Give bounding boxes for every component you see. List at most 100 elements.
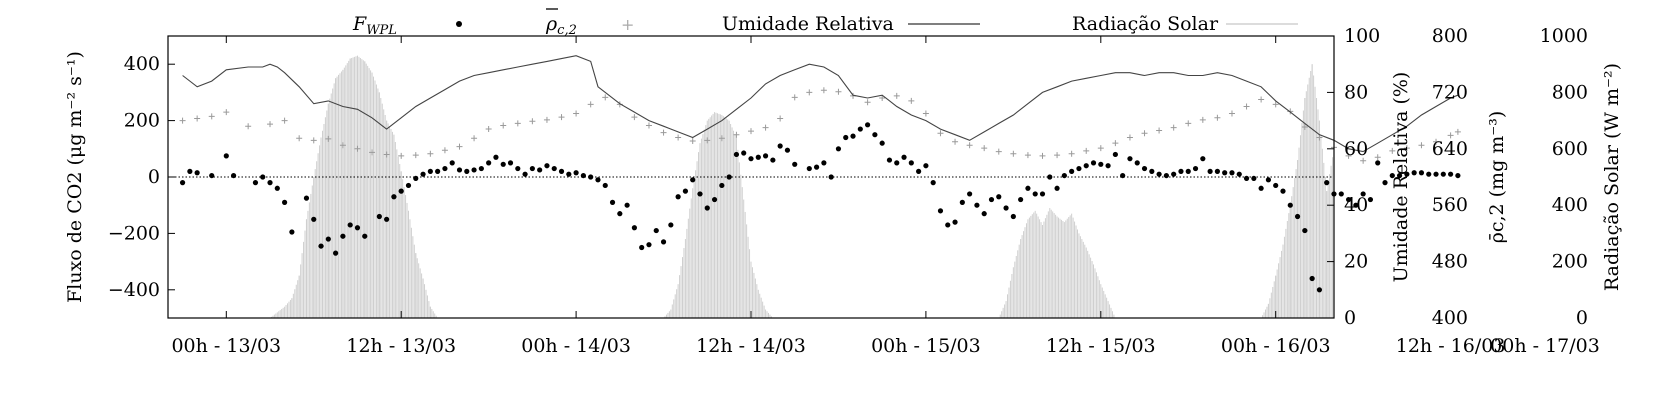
fwpl-point <box>916 168 922 174</box>
fwpl-point <box>1200 156 1206 162</box>
rho-point <box>1185 120 1192 127</box>
fwpl-point <box>449 160 455 166</box>
rho-point <box>879 95 886 102</box>
fwpl-point <box>624 202 630 208</box>
fwpl-point <box>289 229 295 235</box>
rho-point <box>296 135 303 142</box>
rad-tick-label: 200 <box>1552 251 1588 273</box>
fwpl-point <box>566 171 572 177</box>
fwpl-point <box>697 191 703 197</box>
fwpl-point <box>1098 161 1104 167</box>
fwpl-point <box>1039 191 1046 197</box>
rho-point <box>245 123 252 130</box>
fwpl-point <box>1251 175 1257 182</box>
fwpl-point <box>930 180 936 186</box>
fwpl-point <box>318 243 324 249</box>
rho-point <box>660 129 667 136</box>
fwpl-point <box>442 165 448 172</box>
rho-point <box>645 122 652 129</box>
fwpl-point <box>821 160 827 166</box>
plot-series <box>179 55 1461 293</box>
fwpl-point <box>1083 163 1089 169</box>
fwpl-point <box>755 154 761 160</box>
rho-point <box>966 142 973 149</box>
fwpl-point <box>996 194 1002 200</box>
rho-tick-label: 400 <box>1432 307 1468 329</box>
fwpl-point <box>274 185 280 191</box>
fwpl-point <box>340 233 346 239</box>
rho-point <box>1389 147 1396 154</box>
fwpl-point <box>733 151 740 158</box>
ur-axis-title: Umidade Relativa (%) <box>1390 72 1412 283</box>
fwpl-point <box>1105 163 1111 169</box>
rho-point <box>718 135 725 142</box>
fwpl-point <box>1090 160 1097 166</box>
x-tick-label: 00h - 15/03 <box>871 335 981 357</box>
fwpl-point <box>384 216 390 222</box>
fwpl-point <box>1134 160 1140 166</box>
rho-point <box>398 152 405 159</box>
x-tick-label: 12h - 15/03 <box>1046 335 1156 357</box>
rho-point <box>937 130 944 137</box>
rho-point <box>820 87 827 94</box>
fwpl-point <box>1345 196 1352 203</box>
fwpl-point <box>981 211 987 217</box>
rho-point <box>733 131 740 138</box>
rho-point <box>952 138 959 145</box>
fwpl-point <box>886 157 893 163</box>
rho-point <box>179 117 186 124</box>
fwpl-point <box>267 180 273 186</box>
legend-label-fwpl: FWPL <box>352 13 397 38</box>
fwpl-point <box>1025 185 1031 191</box>
fwpl-point <box>952 219 958 225</box>
fwpl-point <box>1222 170 1228 176</box>
rho-point <box>1243 103 1250 110</box>
legend: FWPL ρc,2 + Umidade Relativa Radiação So… <box>352 8 1298 38</box>
legend-swatch-fwpl <box>456 21 462 27</box>
fwpl-point <box>493 154 499 160</box>
rho-tick-label: 640 <box>1432 138 1468 160</box>
fwpl-point <box>595 177 601 183</box>
rho-point <box>1272 101 1279 108</box>
radiation-bars <box>270 55 1335 318</box>
fwpl-point <box>835 146 842 152</box>
fwpl-point <box>1141 165 1148 172</box>
fwpl-point <box>333 250 339 256</box>
left-tick-label: 200 <box>124 110 160 132</box>
legend-label-rad: Radiação Solar <box>1072 13 1219 35</box>
rad-tick-label: 1000 <box>1540 25 1588 47</box>
fwpl-point <box>901 154 907 160</box>
fwpl-point <box>537 167 543 173</box>
rho-point <box>1068 150 1075 157</box>
fwpl-point <box>690 177 696 183</box>
fwpl-point <box>609 199 616 205</box>
fwpl-point <box>1324 180 1330 186</box>
fwpl-point <box>719 182 725 189</box>
fwpl-point <box>850 133 856 139</box>
fwpl-point <box>1426 171 1432 177</box>
fwpl-point <box>945 222 951 228</box>
fwpl-point <box>1294 213 1301 220</box>
rho-point <box>762 124 769 131</box>
fwpl-point <box>478 165 484 172</box>
rho-axis-title: ρ̄c,2 (mg m⁻³) <box>1486 111 1508 244</box>
x-tick-label: 00h - 13/03 <box>171 335 281 357</box>
fwpl-point <box>1418 170 1425 176</box>
rho-point <box>558 114 565 121</box>
fwpl-point <box>303 195 310 201</box>
fwpl-point <box>770 157 776 163</box>
left-tick-label: −200 <box>108 222 160 244</box>
fwpl-point <box>908 160 914 166</box>
fwpl-point <box>1280 188 1286 194</box>
fwpl-point <box>413 175 419 182</box>
rho-point <box>1054 152 1061 159</box>
x-tick-label: 12h - 13/03 <box>346 335 456 357</box>
fwpl-point <box>967 191 973 197</box>
fwpl-point <box>1171 171 1177 177</box>
fwpl-point <box>1120 172 1126 179</box>
fwpl-point <box>1178 168 1184 174</box>
ur-tick-label: 100 <box>1344 25 1380 47</box>
rho-point <box>194 115 201 122</box>
fwpl-point <box>1338 191 1344 197</box>
